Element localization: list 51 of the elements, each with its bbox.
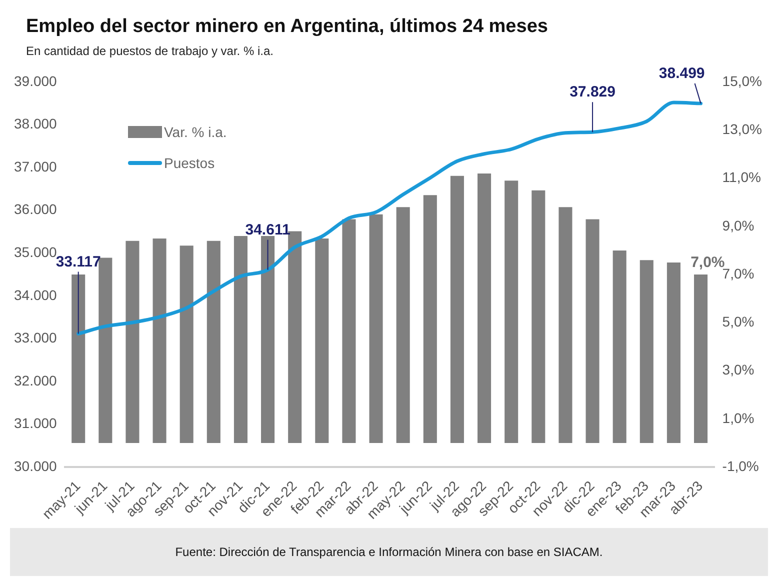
legend-label: Puestos: [164, 154, 215, 170]
y2-tick-label: -1,0%: [722, 458, 759, 474]
data-label: 37.829: [570, 84, 616, 101]
data-label: 7,0%: [690, 254, 725, 272]
y-tick-label: 36.000: [14, 201, 58, 218]
y-tick-label: 37.000: [14, 158, 58, 174]
bar: [261, 236, 275, 444]
bar: [532, 190, 546, 444]
bar: [504, 180, 518, 444]
chart-title: Empleo del sector minero en Argentina, últimos 24 meses: [26, 16, 548, 38]
legend-label: Var. % i.a.: [164, 124, 227, 140]
y-tick-label: 33.000: [14, 330, 58, 346]
source-note: Fuente: Dirección de Transparencia e Información Minera con base en SIACAM.: [10, 528, 768, 576]
y-tick-label: 39.000: [14, 72, 58, 89]
y2-tick-label: 1,0%: [722, 410, 754, 426]
y-tick-label: 30.000: [14, 458, 58, 474]
bar: [234, 236, 248, 444]
y-tick-label: 31.000: [14, 415, 58, 432]
bar: [478, 173, 492, 444]
chart-subtitle: En cantidad de puestos de trabajo y var. % i.a.: [26, 44, 274, 58]
y-tick-label: 35.000: [14, 244, 58, 260]
y2-tick-label: 13,0%: [722, 121, 762, 137]
bar: [342, 219, 356, 444]
bar: [423, 195, 437, 444]
bar: [98, 258, 112, 444]
bar: [126, 240, 140, 444]
data-label: 38.499: [658, 65, 705, 82]
bar: [450, 176, 464, 444]
y2-tick-label: 9,0%: [722, 217, 754, 234]
bar: [694, 274, 708, 444]
y-tick-label: 38.000: [14, 116, 58, 132]
bar: [558, 207, 572, 444]
bar: [180, 246, 194, 444]
y2-tick-label: 5,0%: [722, 314, 754, 330]
bar: [152, 238, 166, 444]
bar: [206, 240, 220, 444]
y2-tick-label: 3,0%: [722, 362, 754, 378]
bar: [72, 274, 86, 444]
bar: [666, 262, 680, 444]
y-tick-label: 32.000: [14, 372, 58, 388]
y-tick-label: 34.000: [14, 286, 58, 303]
y2-tick-label: 11,0%: [722, 169, 761, 186]
data-label: 34.611: [245, 221, 290, 238]
bar: [315, 238, 329, 444]
bar: [288, 231, 302, 444]
bar: [612, 250, 626, 444]
bar: [640, 260, 654, 444]
bar: [586, 219, 600, 444]
y2-tick-label: 15,0%: [722, 72, 762, 89]
bar: [369, 214, 383, 444]
bar: [396, 207, 410, 444]
